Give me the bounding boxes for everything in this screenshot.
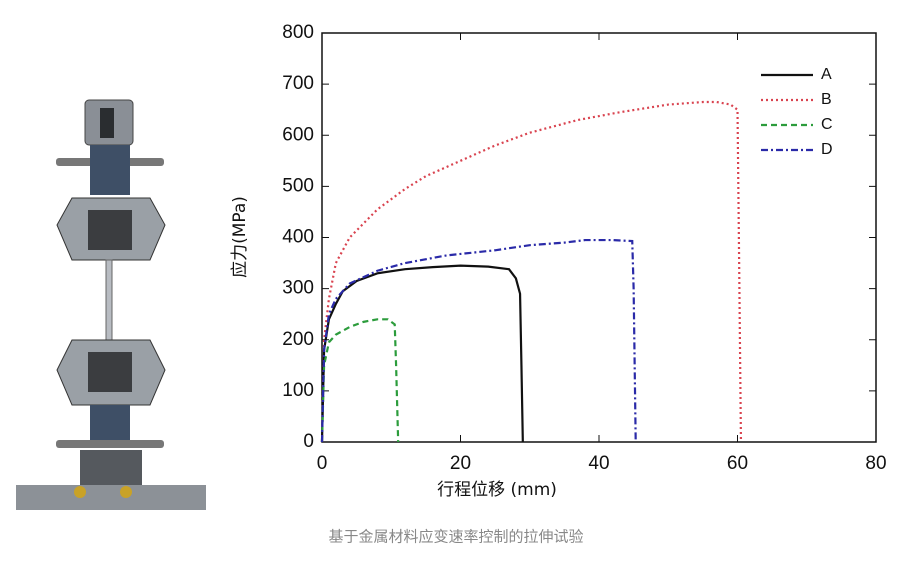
x-axis-label: 行程位移 (mm) [437, 480, 557, 500]
caption: 基于金属材料应变速率控制的拉伸试验 [328, 528, 583, 546]
legend-label: D [821, 141, 833, 158]
series-line [320, 264, 524, 443]
series-line [320, 238, 637, 443]
y-tick-label: 500 [282, 175, 314, 196]
y-tick-label: 200 [282, 329, 314, 350]
y-axis-label: 应力(MPa) [230, 196, 250, 278]
y-tick-label: 100 [282, 380, 314, 401]
series-line [320, 318, 400, 443]
y-tick-label: 400 [282, 227, 314, 248]
series-line [320, 100, 743, 443]
legend-label: C [821, 116, 833, 133]
legend-label: B [821, 91, 832, 108]
y-tick-label: 600 [282, 124, 314, 145]
y-tick-label: 700 [282, 73, 314, 94]
x-tick-label: 80 [865, 453, 886, 474]
x-tick-label: 0 [317, 453, 328, 474]
legend-label: A [821, 66, 832, 83]
y-tick-label: 0 [303, 431, 314, 452]
x-tick-label: 20 [450, 453, 471, 474]
x-tick-label: 60 [727, 453, 748, 474]
y-tick-label: 800 [282, 22, 314, 43]
y-tick-label: 300 [282, 278, 314, 299]
x-tick-label: 40 [588, 453, 609, 474]
machine-photo [16, 60, 206, 510]
